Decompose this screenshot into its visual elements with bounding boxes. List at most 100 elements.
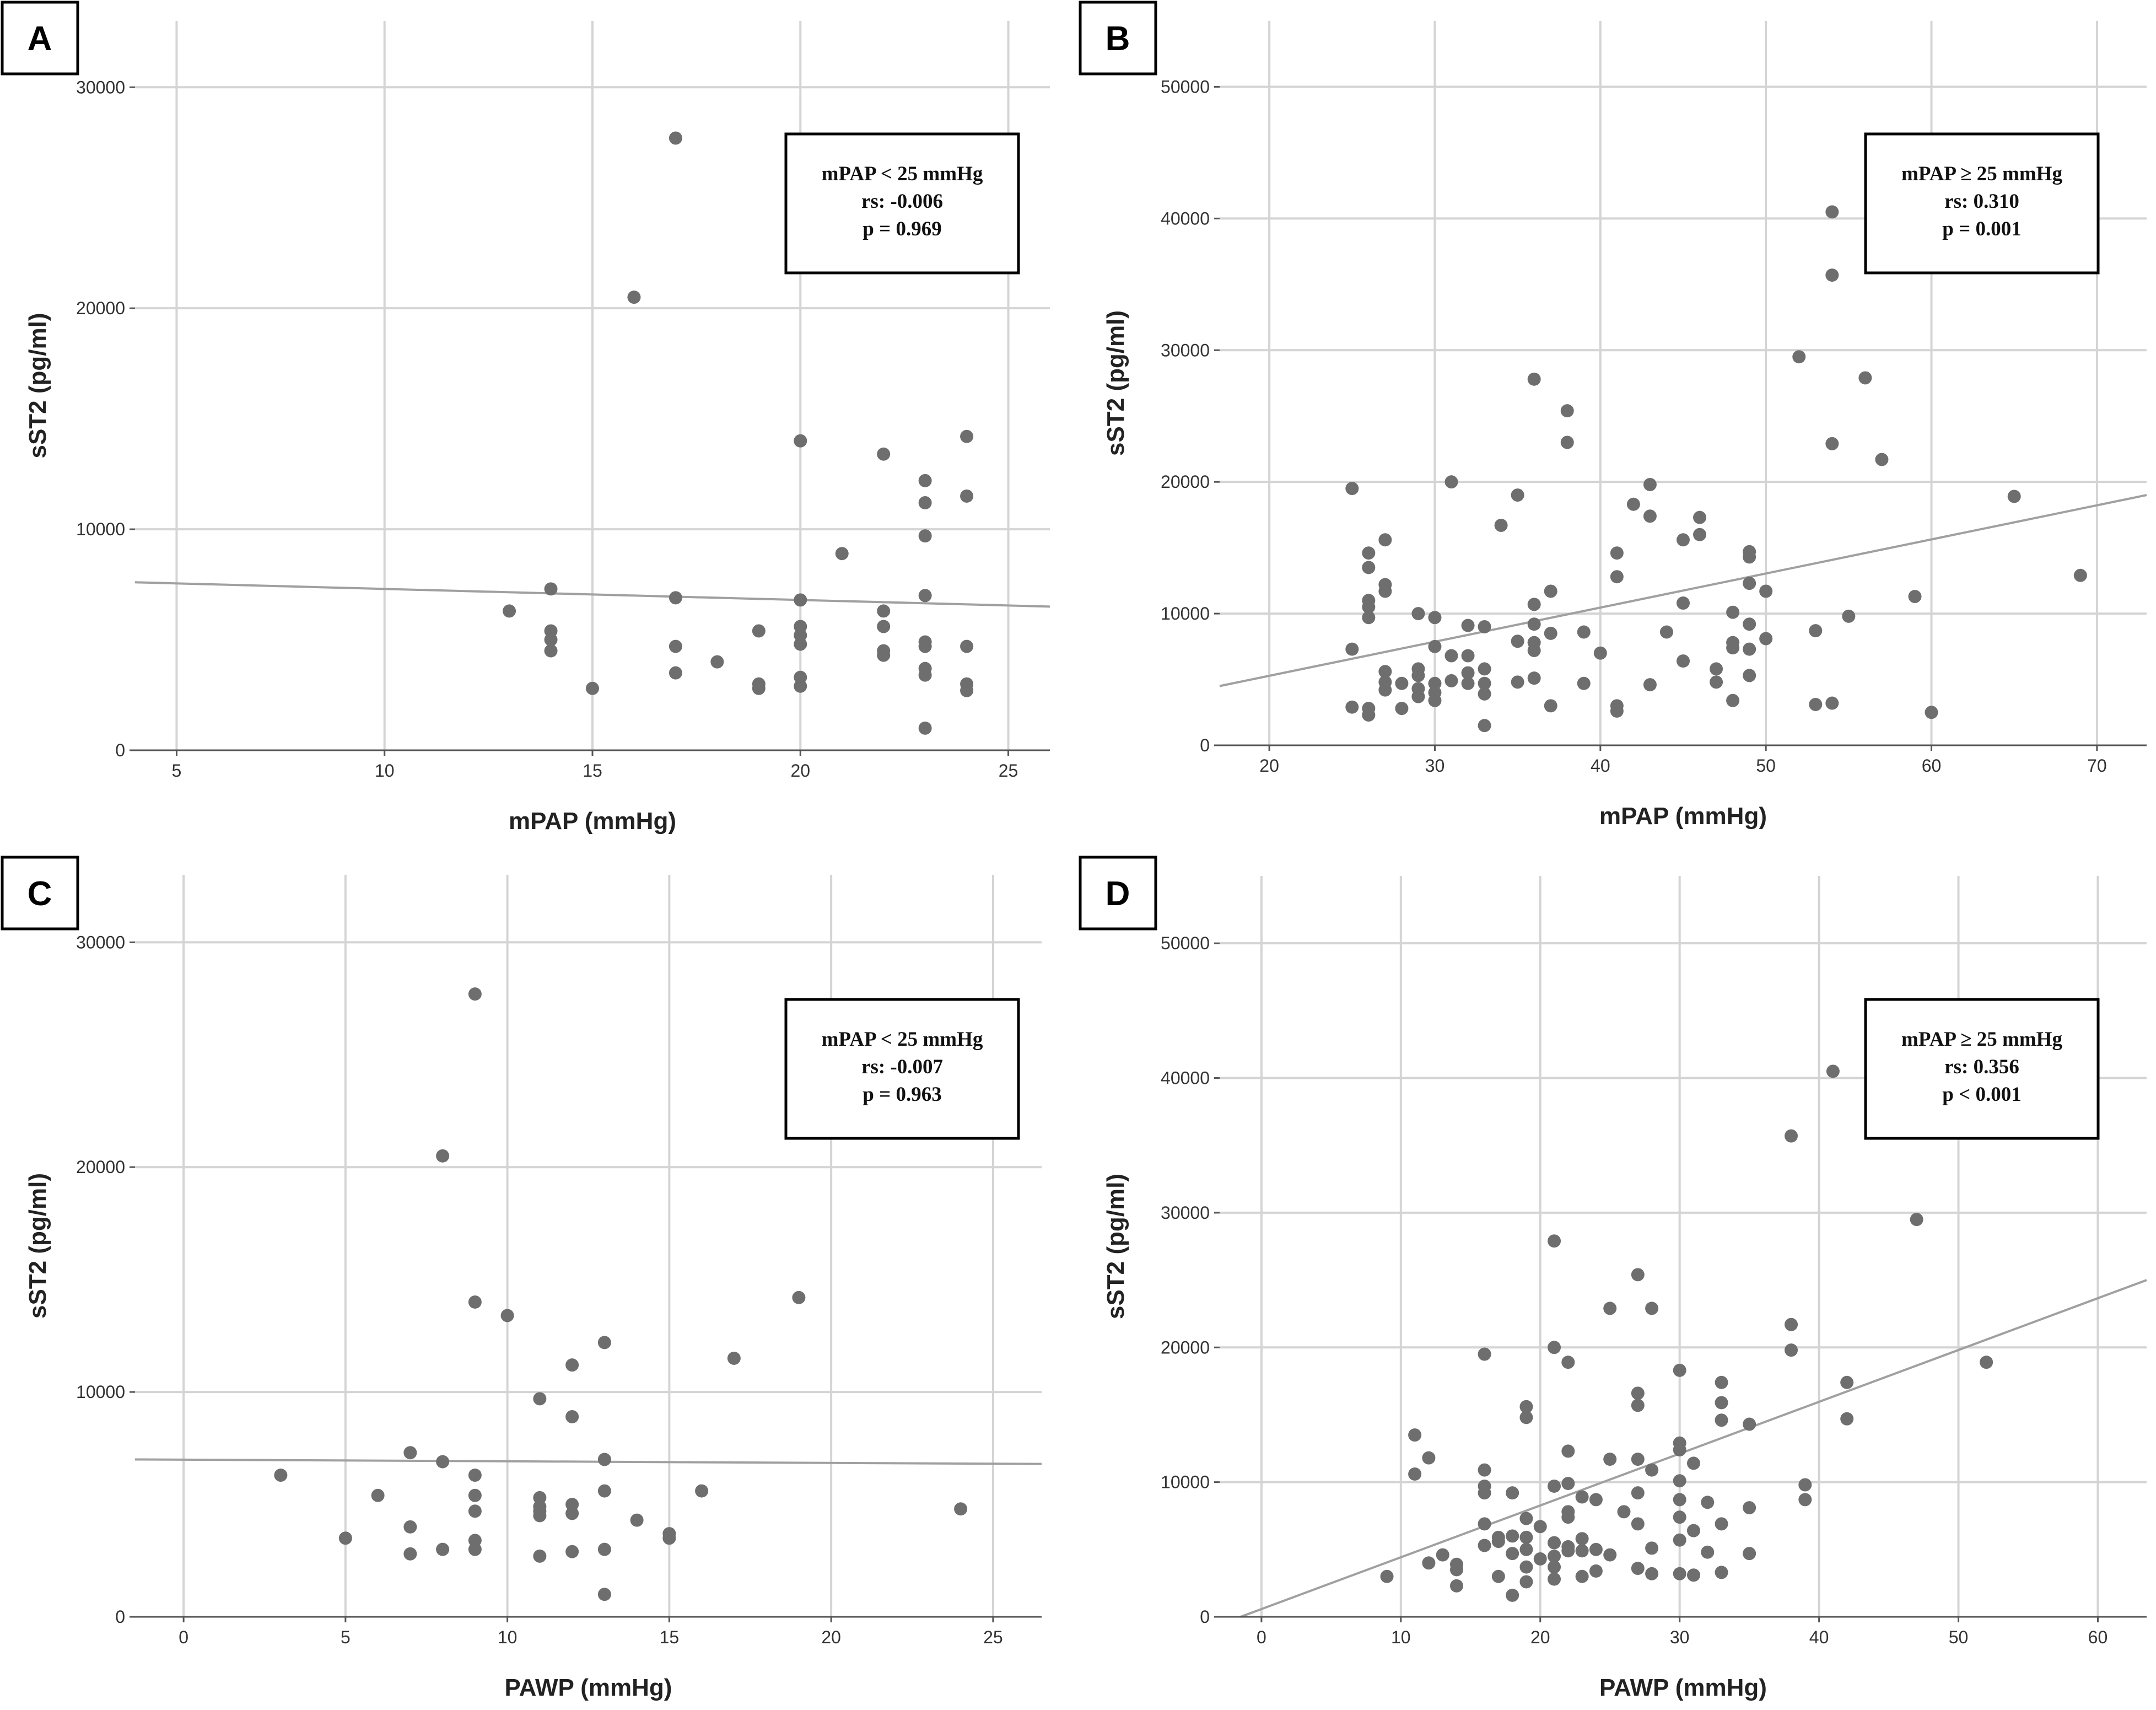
data-point [1478, 676, 1491, 690]
data-point [1544, 626, 1557, 640]
x-axis-title: mPAP (mmHg) [1599, 803, 1767, 830]
data-point [1511, 675, 1524, 689]
data-point [1710, 675, 1723, 689]
data-point [1548, 1234, 1561, 1248]
data-point [794, 679, 807, 693]
data-point [1825, 437, 1839, 450]
data-point [1925, 706, 1938, 719]
x-tick-label: 10 [498, 1627, 518, 1647]
data-point [877, 648, 891, 662]
data-point [597, 1453, 611, 1466]
data-point [1511, 634, 1524, 648]
data-point [1631, 1399, 1645, 1412]
data-point [1548, 1550, 1561, 1563]
x-tick-label: 0 [1257, 1627, 1266, 1647]
data-point [1478, 1539, 1491, 1552]
data-point [1378, 533, 1392, 547]
panel-letter: A [28, 20, 52, 58]
data-point [1461, 619, 1475, 632]
data-point [1673, 1443, 1686, 1456]
data-point [1673, 1363, 1686, 1377]
y-tick-label: 10000 [1161, 604, 1210, 623]
data-point [1673, 1533, 1686, 1547]
data-point [1449, 1579, 1463, 1593]
panel-letter-badge: D [1079, 856, 1157, 931]
data-point [877, 447, 891, 461]
x-tick-label: 20 [1530, 1627, 1550, 1647]
data-point [752, 681, 766, 695]
data-point [794, 434, 807, 448]
data-point [403, 1446, 417, 1460]
data-point [1631, 1386, 1645, 1400]
data-point [1494, 519, 1508, 533]
data-point [1519, 1411, 1533, 1424]
data-point [918, 589, 932, 603]
data-point [1826, 1064, 1840, 1078]
panel-letter-badge: C [1, 856, 79, 931]
data-point [1461, 666, 1475, 680]
stats-annotation-box: mPAP ≥ 25 mmHg rs: 0.310 p = 0.001 [1864, 132, 2100, 275]
data-point [1548, 1560, 1561, 1574]
data-point [1840, 1412, 1854, 1426]
data-point [2073, 568, 2087, 582]
chart-panel-a: 5 10 15 20 25 0 10000 20000 30000 mPAP (mmHg) sS… [0, 0, 1078, 855]
scatter-chart-a: 5 10 15 20 25 0 10000 20000 30000 mPAP (mmHg) sS… [1, 1, 1050, 835]
data-point [468, 1504, 482, 1518]
data-point [1693, 510, 1707, 524]
data-point [565, 1507, 579, 1520]
data-point [1395, 676, 1409, 690]
annotation-group-label: mPAP ≥ 25 mmHg [1901, 1028, 2062, 1051]
data-point [1842, 609, 1856, 623]
data-point [835, 547, 849, 561]
data-point [533, 1392, 547, 1406]
data-point [1759, 632, 1773, 646]
data-point [1785, 1343, 1798, 1357]
data-point [1362, 561, 1376, 574]
data-point [1577, 676, 1591, 690]
data-point [1428, 611, 1442, 625]
data-point [1593, 646, 1607, 660]
data-point [1726, 605, 1740, 619]
data-point [918, 474, 932, 487]
y-tick-label: 50000 [1161, 933, 1210, 953]
data-point [1743, 550, 1756, 564]
data-point [338, 1531, 352, 1545]
data-point [1511, 488, 1524, 502]
x-tick-label: 10 [375, 761, 395, 781]
data-point [1411, 690, 1425, 703]
data-point [503, 604, 516, 618]
data-point [1701, 1496, 1715, 1509]
data-point [371, 1488, 385, 1502]
data-point [1677, 533, 1690, 547]
data-point [274, 1469, 288, 1482]
data-point [1560, 435, 1574, 449]
data-point [1610, 546, 1624, 560]
data-point [877, 620, 891, 633]
y-tick-label: 0 [115, 1607, 125, 1627]
y-tick-label: 30000 [76, 77, 125, 97]
data-point [1478, 719, 1491, 733]
data-point [1603, 1453, 1617, 1466]
data-point [1631, 1268, 1645, 1282]
data-point [565, 1545, 579, 1558]
annotation-rs: rs: -0.007 [861, 1056, 943, 1078]
data-point [468, 1295, 482, 1309]
data-point [1686, 1456, 1700, 1470]
data-point [1673, 1493, 1686, 1507]
y-tick-label: 40000 [1161, 1068, 1210, 1088]
data-point [1561, 1544, 1575, 1558]
data-point [1422, 1451, 1436, 1465]
y-axis-title: sST2 (pg/ml) [24, 313, 51, 458]
data-point [1858, 371, 1872, 385]
data-point [1519, 1560, 1533, 1574]
data-point [1548, 1479, 1561, 1493]
data-point [1548, 1341, 1561, 1354]
y-tick-label: 30000 [76, 932, 125, 952]
x-tick-label: 5 [341, 1627, 351, 1647]
x-tick-label: 30 [1670, 1627, 1690, 1647]
data-point [1548, 1572, 1561, 1586]
data-point [1603, 1548, 1617, 1562]
data-point [1519, 1512, 1533, 1525]
data-point [500, 1309, 514, 1322]
data-point [695, 1484, 709, 1498]
